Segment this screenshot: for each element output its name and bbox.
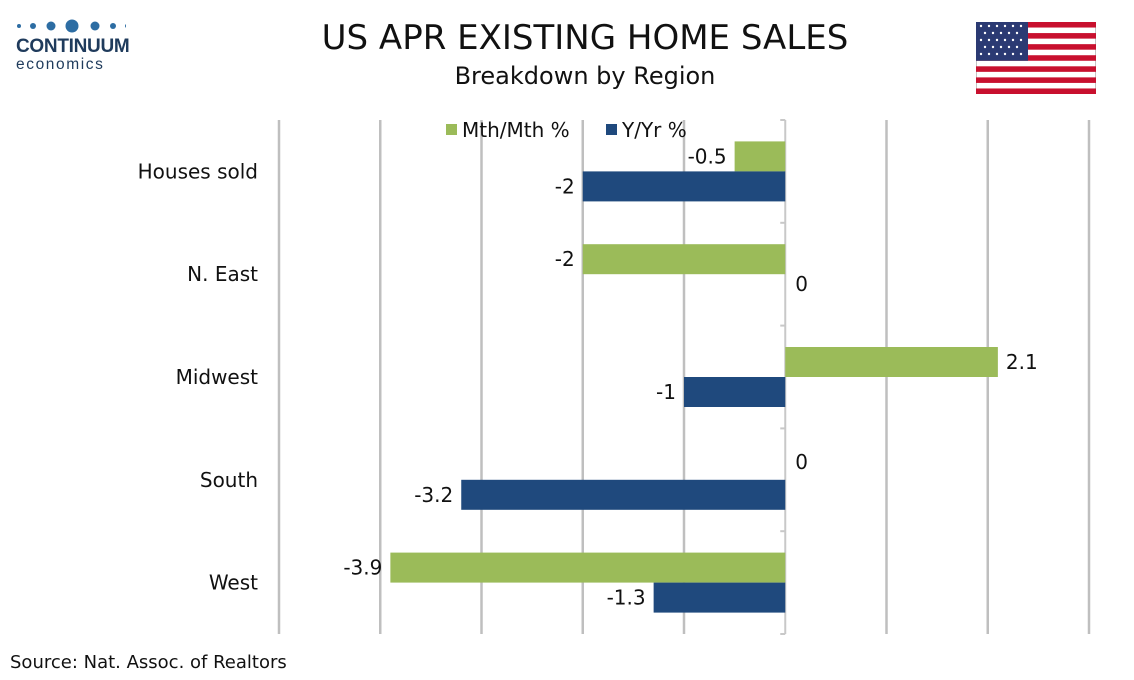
logo-dots-icon <box>17 19 126 33</box>
us-flag-icon <box>976 22 1096 94</box>
data-label: -1 <box>656 380 676 404</box>
legend-label: Y/Yr % <box>621 118 687 142</box>
data-label: 0 <box>795 450 808 474</box>
data-label: -2 <box>555 174 575 198</box>
chart-title: US APR EXISTING HOME SALES <box>321 18 849 58</box>
bar <box>582 244 786 275</box>
logo-subtitle: economics <box>16 56 105 73</box>
data-label: -3.2 <box>414 483 453 507</box>
data-label: -0.5 <box>688 144 727 168</box>
category-label: N. East <box>187 262 258 286</box>
bar <box>461 479 786 510</box>
data-label: 0 <box>795 272 808 296</box>
bar <box>653 582 786 613</box>
bar <box>390 552 786 583</box>
legend-label: Mth/Mth % <box>462 118 570 142</box>
bar <box>785 347 998 377</box>
category-label: West <box>209 571 258 595</box>
data-label: -3.9 <box>343 556 382 580</box>
source-note: Source: Nat. Assoc. of Realtors <box>10 652 287 673</box>
continuum-logo: CONTINUUM economics <box>14 14 144 74</box>
bar <box>684 377 786 407</box>
chart-subtitle: Breakdown by Region <box>454 62 716 90</box>
bar <box>582 171 786 202</box>
legend-swatch <box>606 124 617 135</box>
legend-swatch <box>446 124 457 135</box>
data-label: -1.3 <box>607 586 646 610</box>
logo-brand: CONTINUUM <box>16 36 130 57</box>
data-label: 2.1 <box>1006 350 1038 374</box>
category-label: South <box>200 468 258 492</box>
category-label: Midwest <box>176 365 259 389</box>
bar <box>734 141 786 172</box>
category-label: Houses sold <box>138 159 258 183</box>
data-label: -2 <box>555 247 575 271</box>
